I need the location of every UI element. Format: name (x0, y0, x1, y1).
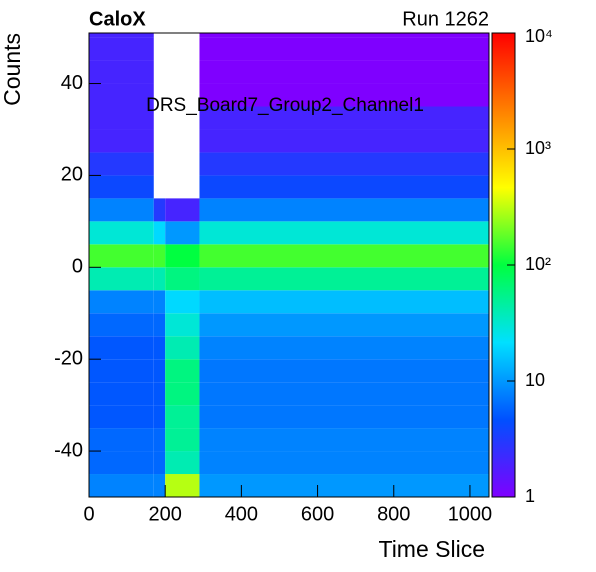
heatmap-cell (89, 60, 154, 84)
x-tick-label: 200 (149, 503, 182, 525)
z-tick-label: 10 (525, 370, 545, 390)
heatmap-cell (199, 60, 489, 84)
heatmap-cell (89, 221, 154, 245)
heatmap-cell (89, 83, 154, 107)
x-tick-label: 800 (377, 503, 410, 525)
heatmap-cell (199, 83, 489, 107)
x-tick-label: 1000 (448, 503, 493, 525)
heatmap-cell (89, 359, 154, 383)
heatmap-cell (153, 405, 166, 429)
left-label: CaloX (89, 8, 146, 30)
heatmap-cell (165, 267, 200, 291)
heatmap-cell (153, 336, 166, 360)
heatmap-cell (153, 313, 166, 337)
heatmap-cell (199, 405, 489, 429)
heatmap-cell (199, 221, 489, 245)
chart-title: DRS_Board7_Group2_Channel1 (146, 95, 424, 116)
heatmap-cell (153, 198, 166, 222)
heatmap-cell (89, 33, 154, 38)
heatmap-cell (199, 198, 489, 222)
heatmap-cell (89, 336, 154, 360)
x-tick-label: 0 (83, 503, 94, 525)
heatmap-cell (199, 152, 489, 176)
y-tick-label: -40 (54, 439, 83, 461)
y-axis-title: Counts (0, 33, 25, 106)
heatmap-cell (89, 290, 154, 314)
heatmap-cell (199, 244, 489, 268)
heatmap-cell (199, 33, 489, 38)
heatmap-cell (199, 428, 489, 452)
heatmap-cell (199, 129, 489, 153)
heatmap-cell (165, 359, 200, 383)
heatmap-cell (165, 290, 200, 314)
heatmap-cell (165, 382, 200, 406)
z-tick-label: 10³ (525, 138, 551, 158)
heatmap-cell (165, 451, 200, 475)
heatmap-cell (199, 474, 489, 497)
heatmap-cell (153, 474, 166, 497)
heatmap-cell (199, 290, 489, 314)
z-tick-label: 10⁴ (525, 26, 553, 46)
heatmap-cell (199, 37, 489, 61)
x-tick-label: 400 (225, 503, 258, 525)
heatmap-cell (199, 267, 489, 291)
heatmap-cells (89, 33, 489, 497)
heatmap-cell (199, 336, 489, 360)
heatmap-cell (153, 244, 166, 268)
heatmap-cell (153, 451, 166, 475)
heatmap-cell (153, 290, 166, 314)
heatmap-cell (199, 106, 489, 130)
heatmap-cell (199, 382, 489, 406)
heatmap-cell (199, 451, 489, 475)
heatmap-cell (153, 221, 166, 245)
heatmap-cell (89, 474, 154, 497)
heatmap-cell (89, 267, 154, 291)
heatmap-cell (89, 451, 154, 475)
heatmap-cell (89, 129, 154, 153)
right-label: Run 1262 (402, 8, 489, 30)
heatmap-cell (165, 474, 200, 497)
heatmap-cell (89, 152, 154, 176)
x-tick-label: 600 (301, 503, 334, 525)
heatmap-cell (165, 221, 200, 245)
heatmap-cell (89, 106, 154, 130)
heatmap-cell (165, 405, 200, 429)
heatmap-cell (89, 405, 154, 429)
heatmap-cell (89, 244, 154, 268)
z-tick-label: 1 (525, 486, 535, 506)
heatmap-cell (199, 359, 489, 383)
heatmap-cell (153, 382, 166, 406)
y-tick-label: 40 (61, 72, 83, 94)
heatmap-cell (153, 267, 166, 291)
heatmap-cell (165, 313, 200, 337)
heatmap-cell (89, 37, 154, 61)
heatmap-cell (199, 313, 489, 337)
plot-frame (88, 32, 490, 498)
heatmap-cell (89, 428, 154, 452)
heatmap-cell (153, 428, 166, 452)
heatmap-cell (165, 198, 200, 222)
heatmap-cell (165, 428, 200, 452)
y-tick-label: 0 (72, 256, 83, 278)
y-tick-label: 20 (61, 164, 83, 186)
heatmap-cell (165, 244, 200, 268)
z-tick-label: 10² (525, 254, 551, 274)
heatmap-cell (199, 175, 489, 199)
x-axis-title: Time Slice (379, 536, 486, 562)
y-tick-label: -20 (54, 347, 83, 369)
heatmap-cell (89, 313, 154, 337)
heatmap-cell (89, 382, 154, 406)
heatmap-cell (165, 336, 200, 360)
heatmap-cell (89, 175, 154, 199)
heatmap-cell (89, 198, 154, 222)
heatmap-cell (153, 359, 166, 383)
